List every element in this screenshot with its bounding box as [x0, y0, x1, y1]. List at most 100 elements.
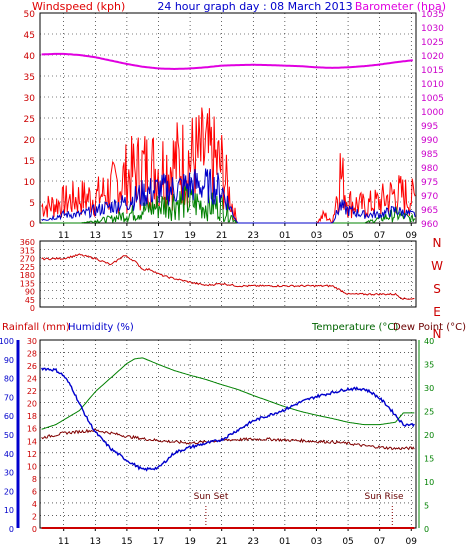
humidity-tick-label: 20	[4, 487, 14, 496]
barometer-tick-label: 1015	[421, 66, 444, 76]
barometer-tick-label: 1030	[421, 24, 444, 34]
windspeed-axis-title: Windspeed (kph)	[32, 0, 125, 13]
wind-direction-line	[41, 253, 415, 301]
wind-panel-grid: 11 13 15 17 19 21 23 01 03 05 07 09	[40, 13, 417, 241]
humidity-tick-label: 60	[4, 412, 14, 421]
barometer-tick-label: 995	[421, 122, 438, 132]
humidity-axis-title: Humidity (%)	[68, 322, 134, 333]
humidity-tick-label: 40	[4, 450, 14, 459]
x-tick-label: 01	[279, 537, 290, 547]
direction-tick-label: 0	[30, 304, 35, 313]
barometer-tick-label: 1025	[421, 38, 444, 48]
direction-panel-grid	[40, 241, 416, 307]
compass-label: S	[433, 282, 441, 296]
x-tick-label: 19	[184, 231, 196, 241]
temperature-tick-label: 35	[424, 361, 434, 370]
barometer-tick-label: 980	[421, 164, 438, 174]
wind-tick-label: 20	[24, 136, 36, 146]
temperature-line	[41, 357, 415, 430]
rainfall-tick-label: 14	[27, 437, 37, 446]
x-tick-label: 09	[406, 537, 418, 547]
x-tick-label: 23	[248, 231, 259, 241]
humidity-tick-label: 100	[0, 337, 14, 346]
humidity-tick-label: 80	[4, 375, 14, 384]
graph-title: 24 hour graph day : 08 March 2013	[157, 0, 352, 13]
x-tick-label: 17	[153, 231, 164, 241]
barometer-tick-label: 975	[421, 178, 438, 188]
x-tick-label: 01	[279, 231, 290, 241]
x-tick-label: 19	[184, 537, 196, 547]
sunset-label: Sun Set	[194, 492, 229, 502]
rainfall-tick-label: 20	[27, 400, 37, 409]
temperature-tick-label: 15	[424, 455, 434, 464]
rainfall-tick-label: 12	[27, 450, 37, 459]
sunrise-label: Sun Rise	[365, 492, 404, 502]
temp-panel-axes: 0246810121416182022242628300102030405060…	[0, 337, 434, 534]
direction-panel-series	[41, 253, 415, 301]
wind-tick-label: 45	[24, 31, 35, 41]
direction-tick-label: 225	[20, 263, 35, 272]
barometer-tick-label: 985	[421, 150, 438, 160]
x-tick-label: 13	[90, 231, 101, 241]
temp-panel-series	[41, 357, 415, 529]
barometer-tick-label: 1005	[421, 94, 444, 104]
rainfall-tick-label: 8	[32, 475, 37, 484]
rainfall-tick-label: 30	[27, 337, 37, 346]
compass-label: N	[433, 236, 442, 250]
humidity-tick-label: 10	[4, 506, 14, 515]
wind-tick-label: 15	[24, 157, 35, 167]
barometer-tick-label: 970	[421, 192, 438, 202]
compass-label: N	[433, 327, 442, 341]
temperature-tick-label: 30	[424, 384, 434, 393]
x-tick-label: 03	[311, 537, 322, 547]
rainfall-tick-label: 6	[32, 487, 37, 496]
windspeed-line	[41, 107, 416, 224]
wind-tick-label: 35	[24, 73, 35, 83]
rainfall-tick-label: 28	[27, 350, 37, 359]
humidity-tick-label: 30	[4, 469, 14, 478]
wind-tick-label: 50	[24, 10, 36, 20]
temp-panel-grid: 11 13 15 17 19 21 23 01 03 05 07 09	[40, 340, 417, 547]
rainfall-tick-label: 26	[27, 362, 37, 371]
direction-tick-label: 180	[20, 271, 35, 280]
temperature-tick-label: 25	[424, 408, 434, 417]
humidity-tick-label: 50	[4, 431, 14, 440]
gust-line	[41, 168, 416, 224]
barometer-axis-title: Barometer (hpa)	[355, 0, 446, 13]
rainfall-tick-label: 18	[27, 412, 37, 421]
x-tick-label: 13	[90, 537, 101, 547]
wind-panel-series	[41, 52, 416, 225]
wind-tick-label: 10	[24, 178, 36, 188]
x-tick-label: 07	[374, 537, 385, 547]
compass-label: W	[431, 259, 443, 273]
direction-tick-label: 270	[20, 255, 35, 264]
rainfall-tick-label: 10	[27, 462, 37, 471]
barometer-tick-label: 1000	[421, 108, 444, 118]
direction-tick-label: 135	[20, 279, 35, 288]
x-tick-label: 05	[342, 231, 353, 241]
rainfall-axis-title: Rainfall (mm)	[2, 322, 70, 333]
wind-tick-label: 30	[24, 94, 36, 104]
humidity-tick-label: 70	[4, 393, 14, 402]
barometer-tick-label: 990	[421, 136, 438, 146]
dewpoint-line	[41, 428, 415, 451]
wind-tick-label: 40	[24, 52, 36, 62]
rainfall-tick-label: 16	[27, 425, 37, 434]
average-wind-line	[41, 184, 416, 225]
barometer-tick-label: 965	[421, 206, 438, 216]
x-tick-label: 21	[216, 537, 227, 547]
temperature-axis-title: Temperature (°C)	[311, 322, 398, 333]
humidity-line	[41, 367, 415, 472]
x-tick-label: 11	[58, 537, 69, 547]
rainfall-tick-label: 4	[32, 500, 37, 509]
dewpoint-axis-title: Dew Point (°C)	[393, 322, 466, 333]
barometer-tick-label: 960	[421, 220, 438, 230]
x-tick-label: 21	[216, 231, 227, 241]
x-tick-label: 11	[58, 231, 69, 241]
barometer-tick-label: 1035	[421, 10, 444, 20]
wind-tick-label: 5	[29, 199, 35, 209]
rainfall-tick-label: 0	[32, 525, 37, 534]
rainfall-tick-label: 22	[27, 387, 37, 396]
